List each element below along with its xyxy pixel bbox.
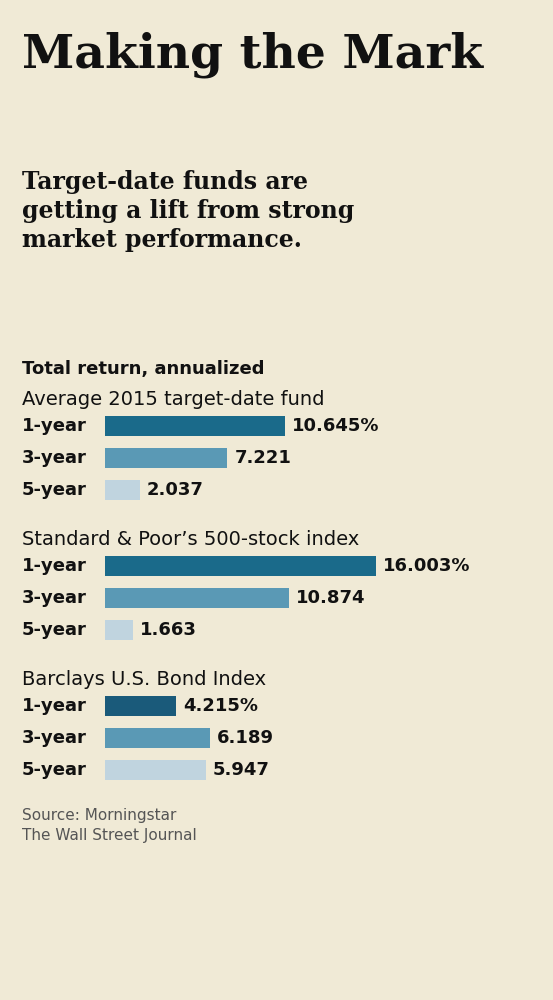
Text: 5.947: 5.947 [213, 761, 270, 779]
Text: 5-year: 5-year [22, 481, 87, 499]
Text: 10.645%: 10.645% [293, 417, 380, 435]
Text: 5-year: 5-year [22, 761, 87, 779]
Bar [105, 416, 285, 436]
Text: 3-year: 3-year [22, 729, 87, 747]
Bar [105, 696, 176, 716]
Text: Total return, annualized: Total return, annualized [22, 360, 264, 378]
Text: Standard & Poor’s 500-stock index: Standard & Poor’s 500-stock index [22, 530, 359, 549]
Text: 16.003%: 16.003% [383, 557, 471, 575]
Text: 4.215%: 4.215% [184, 697, 258, 715]
Text: Barclays U.S. Bond Index: Barclays U.S. Bond Index [22, 670, 266, 689]
Bar [105, 480, 139, 500]
Bar [105, 556, 376, 576]
Text: Source: Morningstar
The Wall Street Journal: Source: Morningstar The Wall Street Jour… [22, 808, 197, 843]
Text: 3-year: 3-year [22, 589, 87, 607]
Text: 1-year: 1-year [22, 697, 87, 715]
Text: 3-year: 3-year [22, 449, 87, 467]
Text: 6.189: 6.189 [217, 729, 274, 747]
Bar [105, 728, 210, 748]
Text: 10.874: 10.874 [296, 589, 366, 607]
Text: 5-year: 5-year [22, 621, 87, 639]
Bar [105, 760, 206, 780]
Text: Average 2015 target-date fund: Average 2015 target-date fund [22, 390, 325, 409]
Text: 1-year: 1-year [22, 557, 87, 575]
Bar [105, 448, 227, 468]
Text: 1-year: 1-year [22, 417, 87, 435]
Text: 1.663: 1.663 [140, 621, 197, 639]
Text: 2.037: 2.037 [147, 481, 204, 499]
Bar [105, 588, 289, 608]
Text: Making the Mark: Making the Mark [22, 32, 483, 79]
Bar [105, 620, 133, 640]
Text: 7.221: 7.221 [234, 449, 291, 467]
Text: Target-date funds are
getting a lift from strong
market performance.: Target-date funds are getting a lift fro… [22, 170, 354, 251]
